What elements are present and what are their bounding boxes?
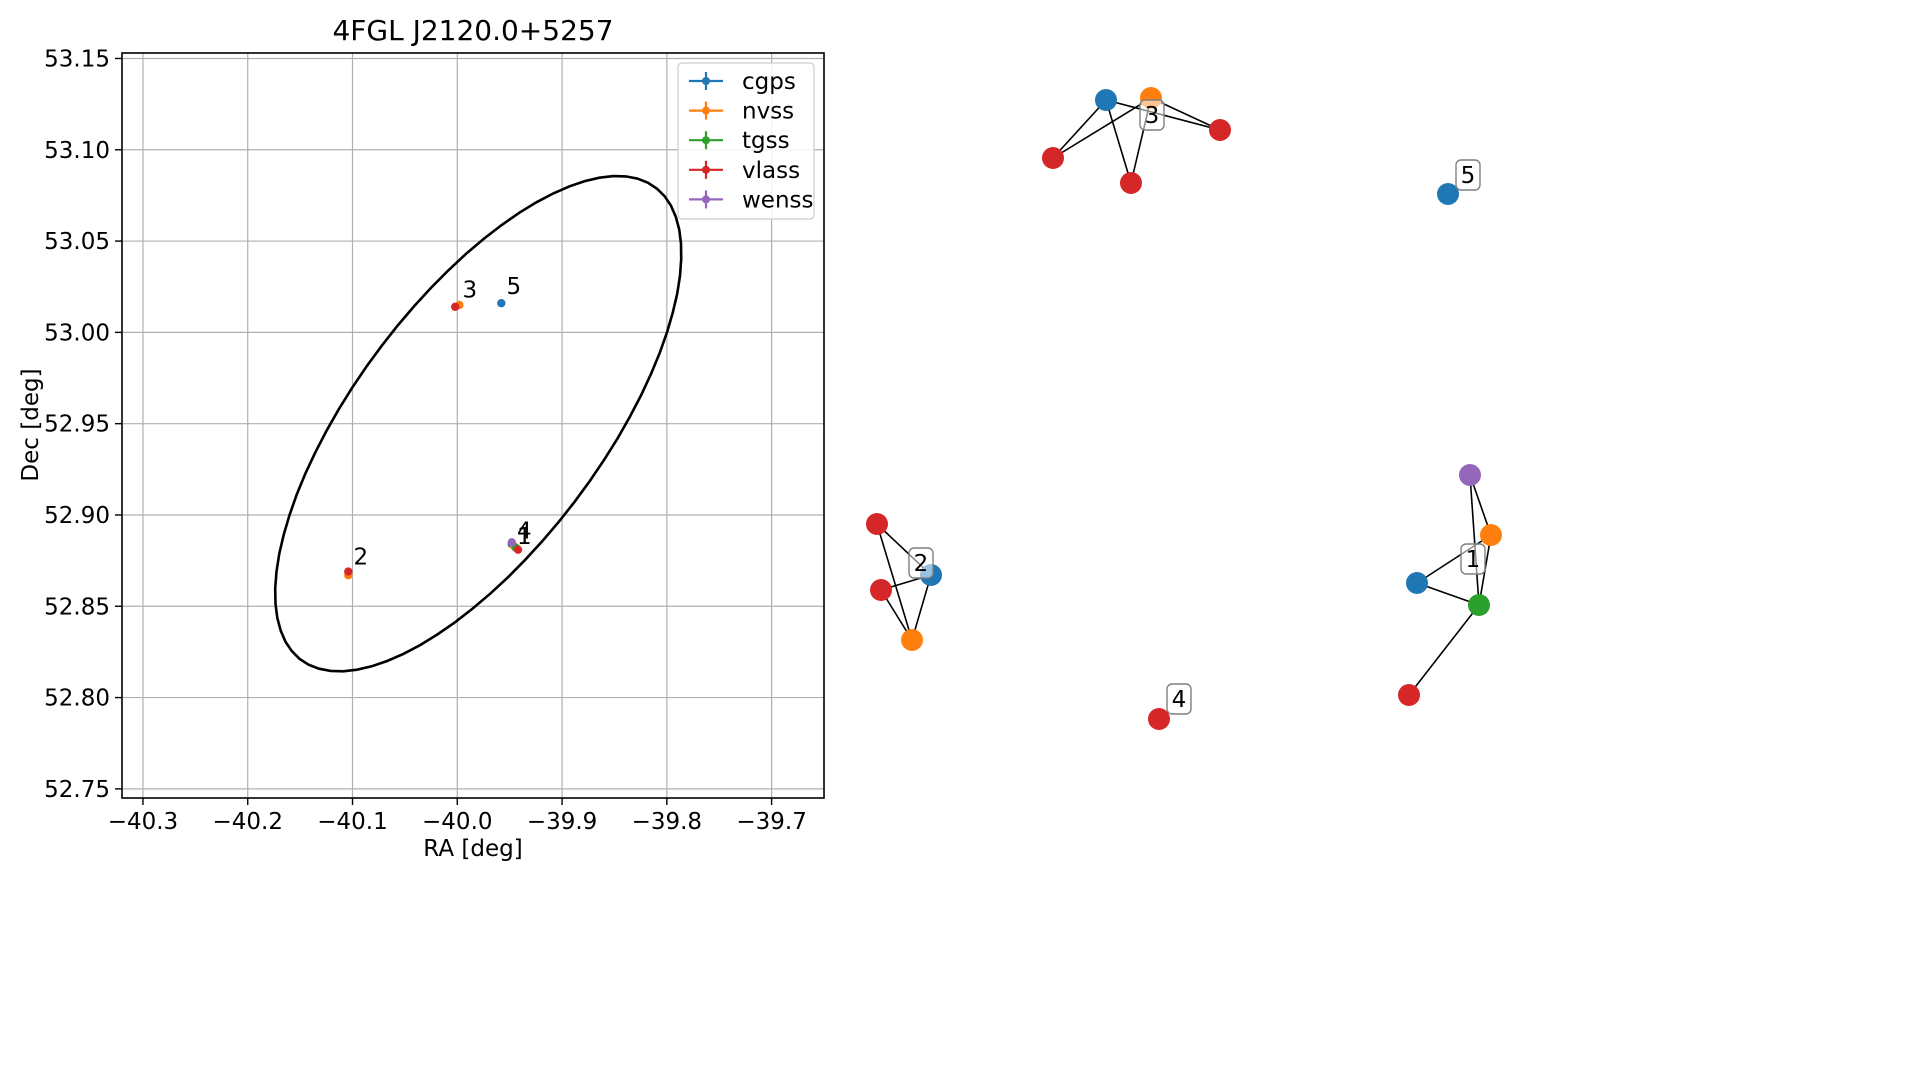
network-edge (1416, 534, 1492, 584)
network-node (1459, 464, 1481, 486)
node-label-box (1460, 543, 1486, 575)
point-label: 4 (517, 519, 532, 545)
x-tick-label: −39.8 (632, 809, 702, 835)
localization-ellipse (273, 174, 683, 673)
legend-label: nvss (742, 99, 794, 125)
legend-marker-dot (702, 165, 710, 174)
data-points (344, 298, 523, 580)
point-wenss (507, 538, 516, 547)
network-node (1468, 594, 1490, 616)
node-label-box (1139, 99, 1165, 131)
network-edge (876, 523, 913, 641)
legend-label: vlass (742, 158, 800, 184)
network-node (866, 513, 888, 535)
node-label: 5 (1461, 163, 1476, 189)
point-vlass (344, 567, 353, 576)
x-tick-label: −40.2 (212, 809, 282, 835)
network-node (1148, 708, 1170, 730)
y-tick-label: 52.95 (44, 412, 110, 438)
network-graph: 1 2 3 4 5 (866, 87, 1502, 730)
y-tick-label: 52.90 (44, 503, 110, 529)
x-axis-label: RA [deg] (423, 836, 522, 862)
network-node (1398, 684, 1420, 706)
legend-label: wenss (742, 187, 814, 213)
ellipse-path (273, 174, 683, 673)
node-label-box (908, 547, 934, 579)
grid (122, 53, 824, 798)
y-tick-label: 53.10 (44, 138, 110, 164)
network-node (1437, 183, 1459, 205)
network-edge (1469, 474, 1480, 606)
x-tick-label: −40.0 (422, 809, 492, 835)
network-node (1209, 119, 1231, 141)
node-label-box (1166, 683, 1192, 715)
node-label: 2 (914, 551, 929, 577)
legend-marker-dot (702, 106, 710, 115)
y-tick-label: 53.05 (44, 229, 110, 255)
legend-marker-dot (702, 195, 710, 204)
network-node (870, 579, 892, 601)
node-label-box (1455, 159, 1481, 191)
network-edge (1052, 97, 1152, 159)
x-axis-ticks: −40.3 −40.2 −40.1 −40.0 −39.9 −39.8 −39.7 (108, 798, 807, 835)
x-tick-label: −40.1 (317, 809, 387, 835)
network-edge (1052, 99, 1107, 159)
network-node (1406, 572, 1428, 594)
node-label: 1 (1466, 547, 1481, 573)
point-labels: 3 5 2 41 (354, 274, 532, 570)
node-label: 3 (1145, 103, 1160, 129)
network-node (901, 629, 923, 651)
legend-marker-dot (702, 136, 710, 145)
x-tick-label: −39.7 (736, 809, 806, 835)
point-label: 2 (354, 544, 369, 570)
point-label: 5 (507, 274, 522, 300)
network-node (1120, 172, 1142, 194)
x-tick-label: −39.9 (527, 809, 597, 835)
network-group-2: 2 (866, 513, 942, 651)
network-edge (1408, 604, 1480, 696)
network-edge (911, 574, 932, 641)
plot-frame (121, 52, 825, 799)
network-group-1: 1 (1398, 464, 1502, 706)
point-cgps (497, 298, 506, 308)
y-axis-ticks: 52.75 52.80 52.85 52.90 52.95 53.00 53.05 53.10… (44, 46, 122, 803)
network-group-5: 5 (1437, 159, 1481, 205)
node-label: 4 (1172, 687, 1187, 713)
network-node (1042, 147, 1064, 169)
legend-label: tgss (742, 128, 790, 154)
network-group-4: 4 (1148, 683, 1192, 730)
y-tick-label: 52.80 (44, 686, 110, 712)
x-tick-label: −40.3 (108, 809, 178, 835)
legend: cgps nvss tgss vlass wenss (677, 62, 815, 220)
y-tick-label: 52.75 (44, 777, 110, 803)
legend-label: cgps (742, 69, 796, 95)
legend-box (677, 62, 815, 220)
point-vlass (513, 545, 523, 554)
network-node (1480, 524, 1502, 546)
point-label: 1 (517, 524, 532, 550)
y-tick-label: 53.15 (44, 46, 110, 72)
y-tick-label: 53.00 (44, 320, 110, 346)
network-group-3: 3 (1042, 87, 1231, 194)
point-vlass (450, 302, 460, 312)
network-node (1095, 89, 1117, 111)
network-edge (1105, 99, 1132, 184)
y-axis-label: Dec [deg] (18, 368, 44, 481)
chart-title: 4FGL J2120.0+5257 (332, 14, 613, 47)
legend-marker-dot (702, 77, 710, 85)
point-label: 3 (463, 278, 478, 304)
y-tick-label: 52.85 (44, 594, 110, 620)
